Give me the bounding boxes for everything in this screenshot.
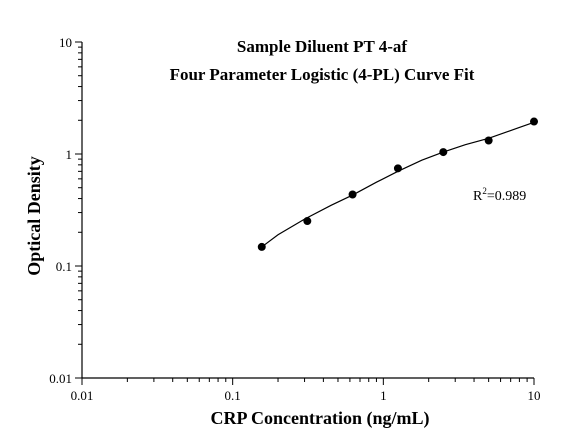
- data-point: [257, 242, 266, 251]
- r-squared-superscript: 2: [482, 186, 487, 196]
- chart-title: Sample Diluent PT 4-af Four Parameter Lo…: [170, 37, 475, 84]
- chart-title-line-2: Four Parameter Logistic (4-PL) Curve Fit: [170, 65, 475, 84]
- r-squared-annotation: R2=0.989: [473, 186, 526, 204]
- x-axis-label: CRP Concentration (ng/mL): [211, 408, 430, 429]
- y-tick-label: 1: [66, 147, 73, 162]
- data-point: [393, 164, 402, 173]
- x-tick-label: 0.01: [71, 388, 94, 403]
- axes: [81, 42, 534, 379]
- data-point: [484, 136, 493, 145]
- data-points: [257, 117, 538, 251]
- x-axis-ticks: 0.01 0.1 1 10: [71, 378, 541, 403]
- data-point: [303, 217, 312, 226]
- x-tick-label: 1: [380, 388, 387, 403]
- y-axis-label: Optical Density: [24, 156, 44, 276]
- chart-title-line-1: Sample Diluent PT 4-af: [237, 37, 408, 56]
- data-point: [439, 148, 448, 157]
- x-tick-label: 10: [528, 388, 541, 403]
- data-point: [348, 190, 357, 199]
- fit-curve: [261, 121, 535, 248]
- y-tick-label: 0.1: [56, 259, 72, 274]
- data-point: [530, 117, 538, 126]
- r-squared-value: =0.989: [487, 189, 526, 204]
- y-tick-label: 10: [59, 35, 72, 50]
- r-squared-base: R: [473, 189, 483, 204]
- y-axis-ticks: 0.01 0.1 1 10: [49, 35, 82, 386]
- x-tick-label: 0.1: [225, 388, 241, 403]
- y-tick-label: 0.01: [49, 371, 72, 386]
